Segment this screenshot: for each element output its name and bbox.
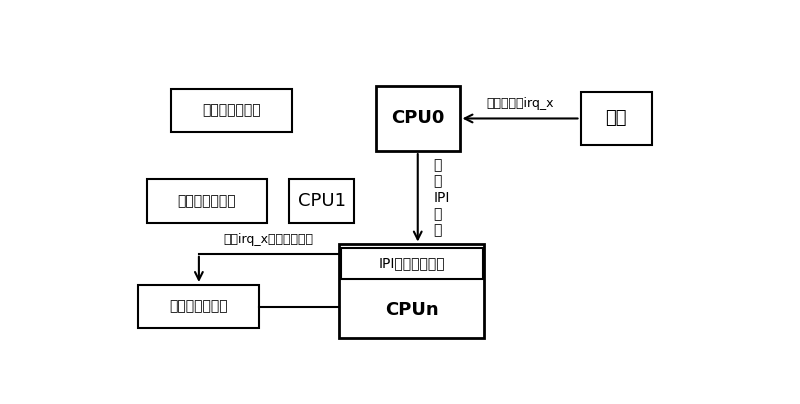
Text: 设备: 设备: [606, 109, 627, 128]
Text: CPUn: CPUn: [385, 301, 438, 319]
Text: 触发irq_x对应的软中断: 触发irq_x对应的软中断: [224, 233, 314, 246]
Text: 本地软中断队列: 本地软中断队列: [170, 300, 228, 314]
Text: CPU0: CPU0: [391, 109, 445, 128]
Text: 上报硬中断irq_x: 上报硬中断irq_x: [486, 97, 554, 110]
Bar: [341, 248, 482, 279]
Text: CPU1: CPU1: [298, 192, 346, 210]
Bar: [138, 285, 259, 328]
Bar: [581, 92, 652, 145]
Text: 发
送
IPI
消
息: 发 送 IPI 消 息: [434, 158, 450, 237]
Text: 本地软中断队列: 本地软中断队列: [202, 104, 261, 118]
Bar: [146, 179, 267, 223]
Bar: [171, 89, 292, 133]
Bar: [289, 179, 354, 223]
Bar: [338, 244, 485, 338]
Text: IPI中断处理模块: IPI中断处理模块: [378, 256, 445, 270]
Text: 本地软中断队列: 本地软中断队列: [178, 194, 236, 208]
Bar: [376, 86, 459, 151]
